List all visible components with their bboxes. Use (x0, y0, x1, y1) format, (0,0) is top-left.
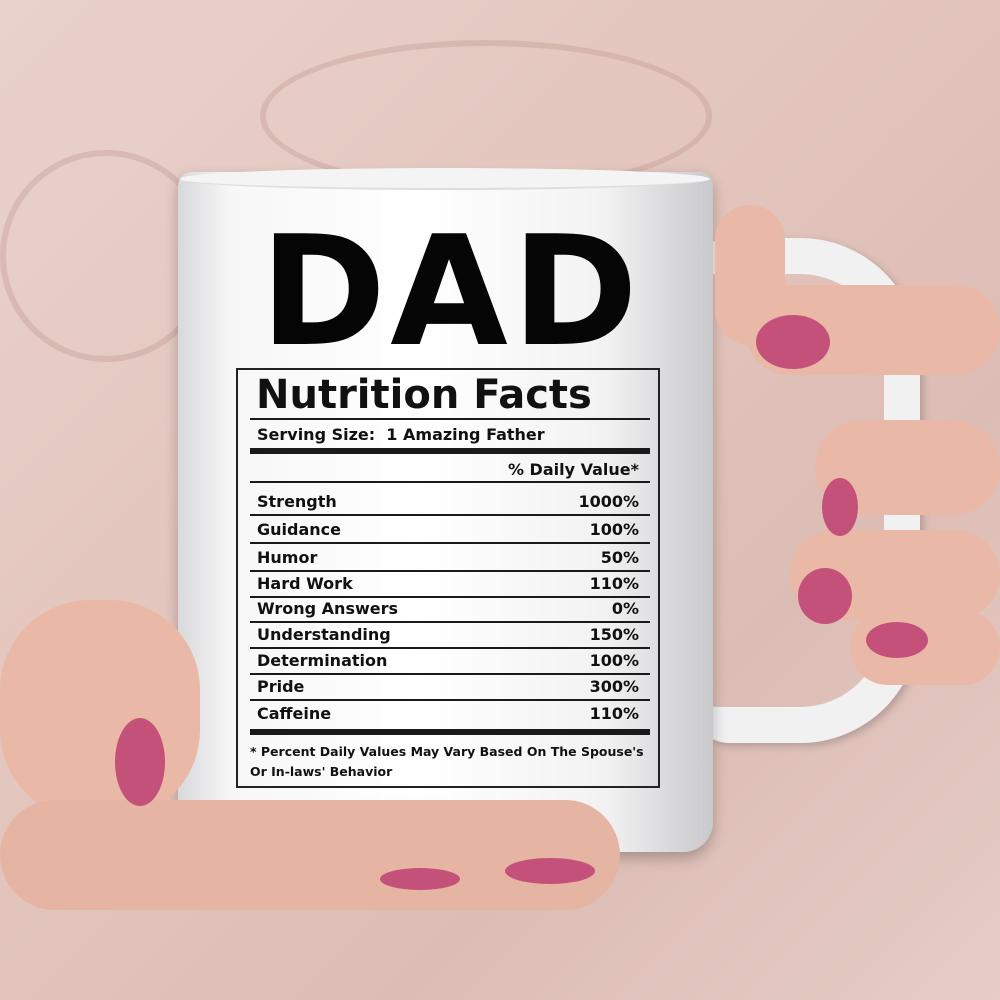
nutrient-name: Wrong Answers (257, 599, 399, 618)
row-divider (250, 596, 650, 598)
nutrient-name: Caffeine (257, 704, 332, 723)
nutrient-value: 0% (611, 599, 639, 618)
nutrient-name: Guidance (257, 520, 341, 539)
nutrient-value: 150% (589, 625, 639, 644)
nutrient-value: 1000% (578, 492, 639, 511)
footnote: * Percent Daily Values May Vary Based On… (250, 742, 650, 782)
nutrient-row: Wrong Answers 0% (257, 599, 639, 618)
mug-rim (180, 168, 710, 190)
nutrient-name: Hard Work (257, 574, 353, 593)
nutrient-value: 100% (589, 651, 639, 670)
nutrient-row: Strength 1000% (257, 492, 639, 511)
nutrient-name: Understanding (257, 625, 391, 644)
left-hand (0, 600, 200, 820)
nutrition-label (236, 368, 660, 788)
nutrient-name: Pride (257, 677, 305, 696)
fingernail (505, 858, 595, 884)
mug (178, 172, 713, 852)
row-divider (250, 570, 650, 572)
fingernail (380, 868, 460, 890)
row-divider (250, 673, 650, 675)
row-divider (250, 621, 650, 623)
nutrient-row: Pride 300% (257, 677, 639, 696)
nutrient-row: Determination 100% (257, 651, 639, 670)
fingernail (798, 568, 852, 624)
footnote-line: * Percent Daily Values May Vary Based On… (250, 744, 644, 759)
nutrient-row: Humor 50% (257, 548, 639, 567)
fingernail (822, 478, 858, 536)
label-heading: Nutrition Facts (256, 372, 592, 418)
left-fingers (0, 800, 620, 910)
fingernail (756, 315, 830, 369)
nutrient-value: 110% (589, 704, 639, 723)
nutrient-value: 50% (600, 548, 639, 567)
nutrient-value: 300% (589, 677, 639, 696)
thick-divider (250, 729, 650, 735)
nutrient-name: Strength (257, 492, 337, 511)
fingernail (115, 718, 165, 806)
nutrient-row: Understanding 150% (257, 625, 639, 644)
divider (250, 481, 650, 483)
nutrient-row: Guidance 100% (257, 520, 639, 539)
row-divider (250, 542, 650, 544)
footnote-line: Or In-laws' Behavior (250, 764, 393, 779)
divider (250, 418, 650, 420)
nutrient-name: Humor (257, 548, 318, 567)
nutrient-value: 100% (589, 520, 639, 539)
nutrient-row: Caffeine 110% (257, 704, 639, 723)
row-divider (250, 647, 650, 649)
nutrient-name: Determination (257, 651, 388, 670)
thick-divider (250, 448, 650, 454)
row-divider (250, 514, 650, 516)
daily-value-header: % Daily Value* (507, 460, 639, 479)
nutrient-value: 110% (589, 574, 639, 593)
row-divider (250, 699, 650, 701)
serving-size: Serving Size: 1 Amazing Father (257, 425, 545, 444)
nutrient-row: Hard Work 110% (257, 574, 639, 593)
mug-title: DAD (260, 203, 642, 380)
fingernail (866, 622, 928, 658)
